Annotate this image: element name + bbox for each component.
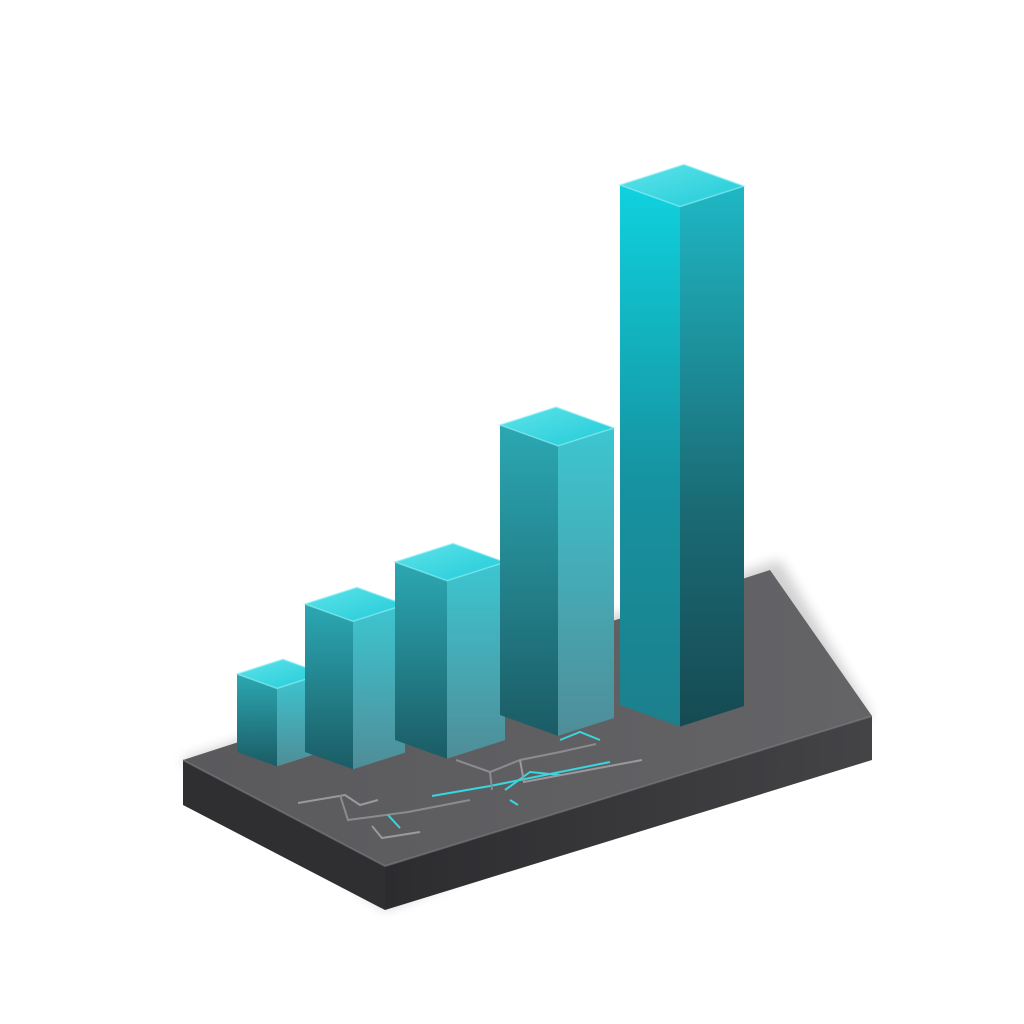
bar-5 bbox=[617, 163, 747, 727]
bar-2-front-face bbox=[305, 604, 353, 770]
bar-4 bbox=[497, 406, 617, 736]
circuit-lines bbox=[297, 730, 643, 840]
bar-5-side-face bbox=[680, 186, 744, 727]
bar-4-front-face bbox=[500, 425, 558, 736]
bar-4-side-face bbox=[558, 427, 614, 736]
bar-1 bbox=[234, 658, 326, 767]
bar-3 bbox=[392, 542, 508, 759]
bar-5-front-face bbox=[620, 185, 680, 727]
bar-5-top-face bbox=[617, 163, 747, 208]
base-front-face bbox=[385, 716, 872, 910]
bars-group bbox=[234, 163, 747, 770]
bar-2 bbox=[302, 586, 408, 770]
bar-4-top-face bbox=[497, 406, 617, 447]
bar-1-front-face bbox=[237, 674, 277, 767]
base-left-face bbox=[183, 760, 385, 910]
bar-3-side-face bbox=[447, 562, 505, 759]
bar-3-front-face bbox=[395, 562, 447, 759]
bar-2-side-face bbox=[353, 604, 405, 770]
